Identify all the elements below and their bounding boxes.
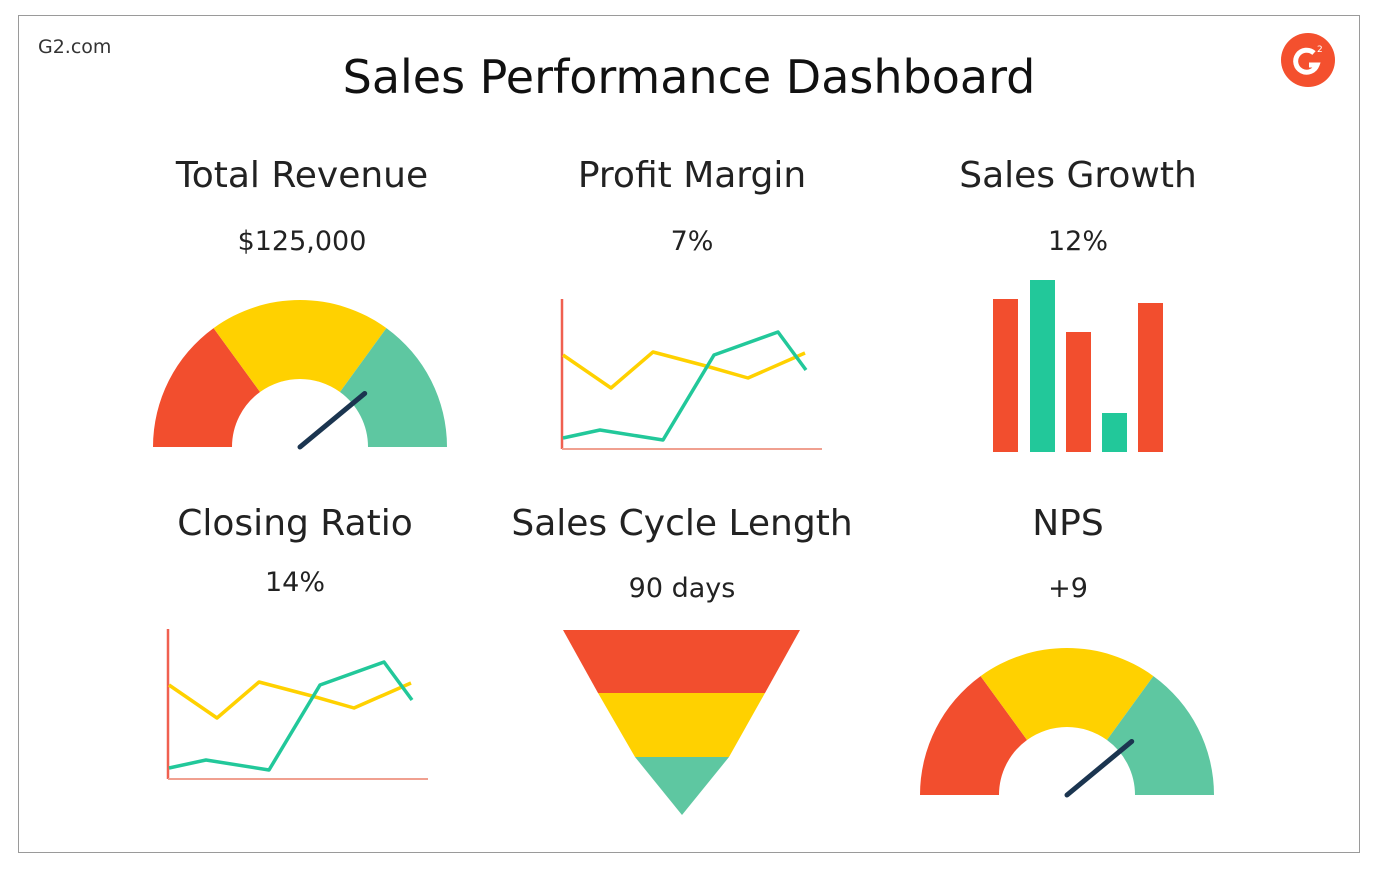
- panel-value-profit-margin: 7%: [670, 226, 714, 257]
- nps-gauge-needle: [1064, 738, 1135, 798]
- nps-gauge-yellow-segment: [980, 648, 1154, 740]
- panel-value-total-revenue: $125,000: [237, 226, 367, 257]
- profit-margin-chart-yellow-line: [562, 350, 806, 390]
- revenue-gauge-teal-segment: [339, 328, 447, 447]
- panel-value-closing-ratio: 14%: [264, 567, 326, 598]
- panel-value-nps: +9: [1048, 573, 1088, 604]
- panel-title-nps: NPS: [1032, 503, 1104, 544]
- sales-growth-bar-4: [1102, 413, 1127, 452]
- sales-growth-bar-1: [993, 299, 1018, 452]
- funnel-middle-band: [598, 693, 765, 757]
- closing-ratio-chart-yellow-line: [168, 680, 412, 720]
- g2-logo-icon: 2: [1293, 45, 1323, 75]
- svg-text:2: 2: [1317, 45, 1323, 55]
- page-title: Sales Performance Dashboard: [342, 50, 1036, 104]
- g2-logo: 2: [1281, 33, 1335, 87]
- profit-margin-chart-teal-line: [562, 330, 808, 442]
- panel-value-sales-cycle: 90 days: [628, 573, 736, 604]
- revenue-gauge-needle: [297, 390, 368, 450]
- dashboard-frame: [18, 15, 1360, 853]
- revenue-gauge-red-segment: [153, 328, 261, 447]
- funnel-top-band: [563, 630, 800, 693]
- site-label: G2.com: [38, 36, 112, 58]
- panel-title-total-revenue: Total Revenue: [175, 155, 429, 196]
- panel-value-sales-growth: 12%: [1047, 226, 1109, 257]
- closing-ratio-chart-teal-line: [168, 660, 414, 772]
- panel-title-sales-growth: Sales Growth: [959, 155, 1197, 196]
- nps-gauge-teal-segment: [1106, 676, 1214, 795]
- sales-growth-bar-2: [1030, 280, 1055, 452]
- revenue-gauge-yellow-segment: [213, 300, 387, 392]
- nps-gauge-red-segment: [920, 676, 1028, 795]
- sales-growth-bar-3: [1066, 332, 1091, 452]
- panel-title-sales-cycle: Sales Cycle Length: [511, 503, 853, 544]
- funnel-bottom-band: [635, 757, 729, 815]
- panel-title-closing-ratio: Closing Ratio: [177, 503, 413, 544]
- sales-growth-bar-5: [1138, 303, 1163, 452]
- panel-title-profit-margin: Profit Margin: [577, 155, 807, 196]
